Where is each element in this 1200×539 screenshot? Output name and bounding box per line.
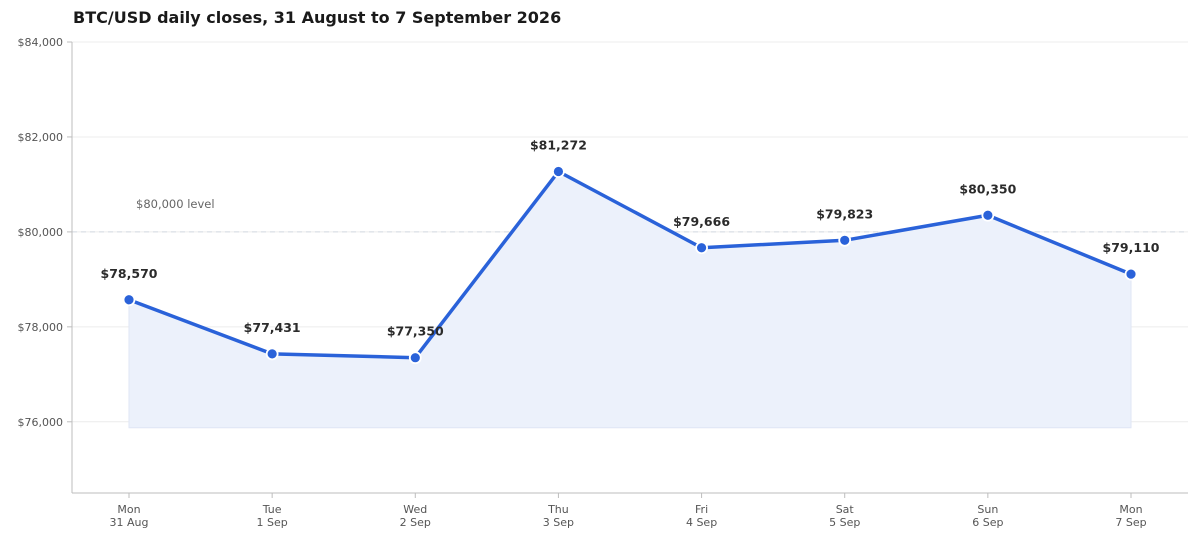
y-tick-label: $84,000 (18, 36, 64, 49)
data-point (981, 208, 995, 222)
series-line (127, 169, 1133, 360)
data-points (122, 165, 1138, 365)
x-tick-label: Mon 7 Sep (1115, 503, 1146, 529)
data-point (122, 293, 136, 307)
data-point (408, 351, 422, 365)
data-label: $79,666 (673, 214, 730, 229)
data-label: $79,823 (816, 206, 873, 221)
x-tick-label: Sat 5 Sep (829, 503, 860, 529)
data-point (552, 165, 565, 178)
data-label: $77,431 (244, 320, 301, 335)
data-label: $80,350 (959, 181, 1016, 196)
x-tick-label: Fri 4 Sep (686, 503, 717, 529)
x-tick-label: Tue 1 Sep (257, 503, 288, 529)
y-tick-label: $76,000 (18, 416, 64, 429)
x-tick-label: Thu 3 Sep (543, 503, 574, 529)
data-point (265, 347, 279, 361)
y-tick-label: $80,000 (18, 226, 64, 239)
x-tick-label: Wed 2 Sep (400, 503, 431, 529)
y-tick-label: $78,000 (18, 321, 64, 334)
data-label: $79,110 (1103, 240, 1160, 255)
data-label: $77,350 (387, 324, 444, 339)
data-point (1124, 267, 1138, 281)
x-tick-label: Sun 6 Sep (972, 503, 1003, 529)
reference-line-label: $80,000 level (136, 197, 215, 211)
data-label: $81,272 (530, 138, 587, 153)
data-label: $78,570 (101, 266, 158, 281)
y-tick-label: $82,000 (18, 131, 64, 144)
data-labels: $78,570 $77,431 $77,350 $81,272 $79,666 $79,8… (101, 138, 1160, 339)
series-line-group (127, 169, 1133, 360)
chart-title: BTC/USD daily closes, 31 August to 7 Sep… (73, 8, 562, 27)
data-point (838, 233, 852, 247)
x-tick-label: Mon 31 Aug (110, 503, 149, 529)
axes: $76,000 $78,000 $80,000 $82,000 $84,000 Mon 31… (18, 36, 1188, 529)
data-point (695, 241, 708, 255)
